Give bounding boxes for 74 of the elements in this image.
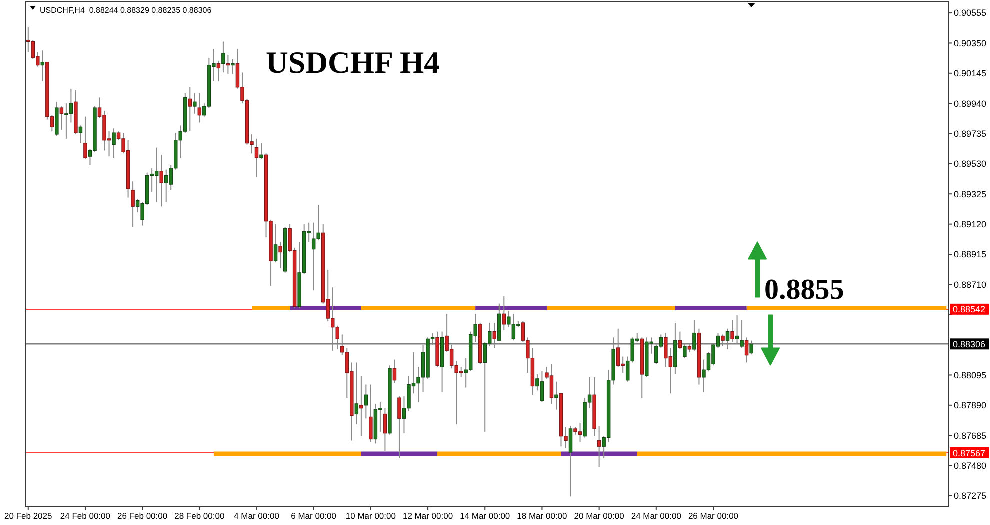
candlestick bbox=[740, 320, 744, 348]
candlestick bbox=[364, 384, 368, 420]
x-tick-label: 24 Feb 00:00 bbox=[60, 511, 111, 521]
candlestick bbox=[188, 86, 192, 132]
candlestick bbox=[360, 375, 364, 437]
y-tick-label: 0.89735 bbox=[954, 128, 987, 139]
candlestick bbox=[597, 426, 602, 468]
x-tick-label: 20 Mar 00:00 bbox=[574, 511, 625, 521]
y-tick-label: 0.88915 bbox=[954, 250, 987, 260]
candlestick bbox=[744, 337, 749, 364]
y-tick-label: 0.87890 bbox=[954, 400, 987, 411]
ref-line-label: 0.88542 bbox=[953, 304, 986, 315]
x-tick-label: 26 Feb 00:00 bbox=[118, 511, 168, 521]
x-tick-label: 24 Mar 00:00 bbox=[631, 511, 682, 521]
y-tick-label: 0.90145 bbox=[954, 68, 987, 79]
candlestick bbox=[492, 322, 497, 348]
x-tick-label: 28 Feb 00:00 bbox=[174, 511, 225, 521]
y-tick-label: 0.89325 bbox=[954, 189, 987, 200]
candlestick bbox=[392, 359, 397, 384]
y-tick-label: 0.88095 bbox=[954, 370, 987, 380]
candlestick bbox=[678, 331, 682, 350]
candlestick bbox=[502, 296, 506, 331]
candlestick bbox=[726, 328, 730, 350]
annotation: 0.8855 bbox=[764, 274, 844, 306]
y-tick-label: 0.90555 bbox=[954, 8, 987, 18]
candlestick bbox=[354, 362, 359, 426]
candlestick bbox=[112, 128, 116, 159]
candlestick bbox=[84, 116, 88, 160]
x-tick-label: 6 Mar 00:00 bbox=[291, 511, 337, 521]
candlestick bbox=[750, 340, 754, 356]
text: USDCHF H4 bbox=[266, 45, 440, 80]
candlestick bbox=[226, 54, 230, 75]
candlestick bbox=[40, 50, 45, 82]
candlestick bbox=[222, 41, 226, 74]
y-tick-label: 0.87480 bbox=[954, 460, 987, 471]
candlestick bbox=[254, 138, 259, 178]
candlestick bbox=[78, 125, 83, 144]
candlestick bbox=[554, 381, 558, 410]
y-tick-label: 0.87685 bbox=[954, 430, 987, 441]
y-tick-label: 0.89120 bbox=[954, 220, 987, 230]
candlestick bbox=[735, 315, 740, 344]
text: USDCHF,H4 0.88244 0.88329 0.88235 0.88306 bbox=[40, 6, 212, 15]
candlestick bbox=[260, 142, 264, 160]
candlestick bbox=[721, 334, 725, 348]
y-tick-label: 0.87275 bbox=[954, 491, 987, 502]
y-tick-label: 0.88710 bbox=[954, 280, 987, 290]
candlestick bbox=[369, 384, 373, 443]
candlestick bbox=[683, 343, 687, 359]
candlestick bbox=[398, 396, 402, 459]
y-tick-label: 0.89530 bbox=[954, 159, 987, 170]
candlestick bbox=[692, 320, 696, 352]
candlestick bbox=[131, 181, 135, 228]
ref-line-label: 0.88306 bbox=[953, 339, 986, 350]
candlestick bbox=[231, 58, 235, 75]
candlestick bbox=[160, 154, 164, 208]
x-tick-label: 18 Mar 00:00 bbox=[517, 511, 568, 521]
x-tick-label: 10 Mar 00:00 bbox=[346, 511, 396, 521]
x-tick-label: 20 Feb 2025 bbox=[4, 511, 53, 521]
candlestick bbox=[216, 60, 221, 82]
candlestick bbox=[730, 320, 734, 343]
ref-line-label: 0.87567 bbox=[953, 448, 986, 458]
candlestick bbox=[198, 92, 202, 124]
candlestick bbox=[274, 224, 278, 264]
candlestick bbox=[193, 92, 197, 114]
x-tick-label: 4 Mar 00:00 bbox=[234, 511, 280, 521]
candlestick bbox=[383, 408, 388, 452]
y-tick-label: 0.89940 bbox=[954, 98, 987, 109]
candlestick bbox=[278, 241, 282, 269]
x-tick-label: 12 Mar 00:00 bbox=[402, 511, 454, 521]
x-tick-label: 14 Mar 00:00 bbox=[460, 511, 510, 521]
x-tick-label: 26 Mar 00:00 bbox=[688, 511, 739, 521]
candlestick bbox=[60, 106, 64, 131]
candlestick bbox=[568, 426, 573, 498]
y-tick-label: 0.90350 bbox=[954, 38, 987, 48]
